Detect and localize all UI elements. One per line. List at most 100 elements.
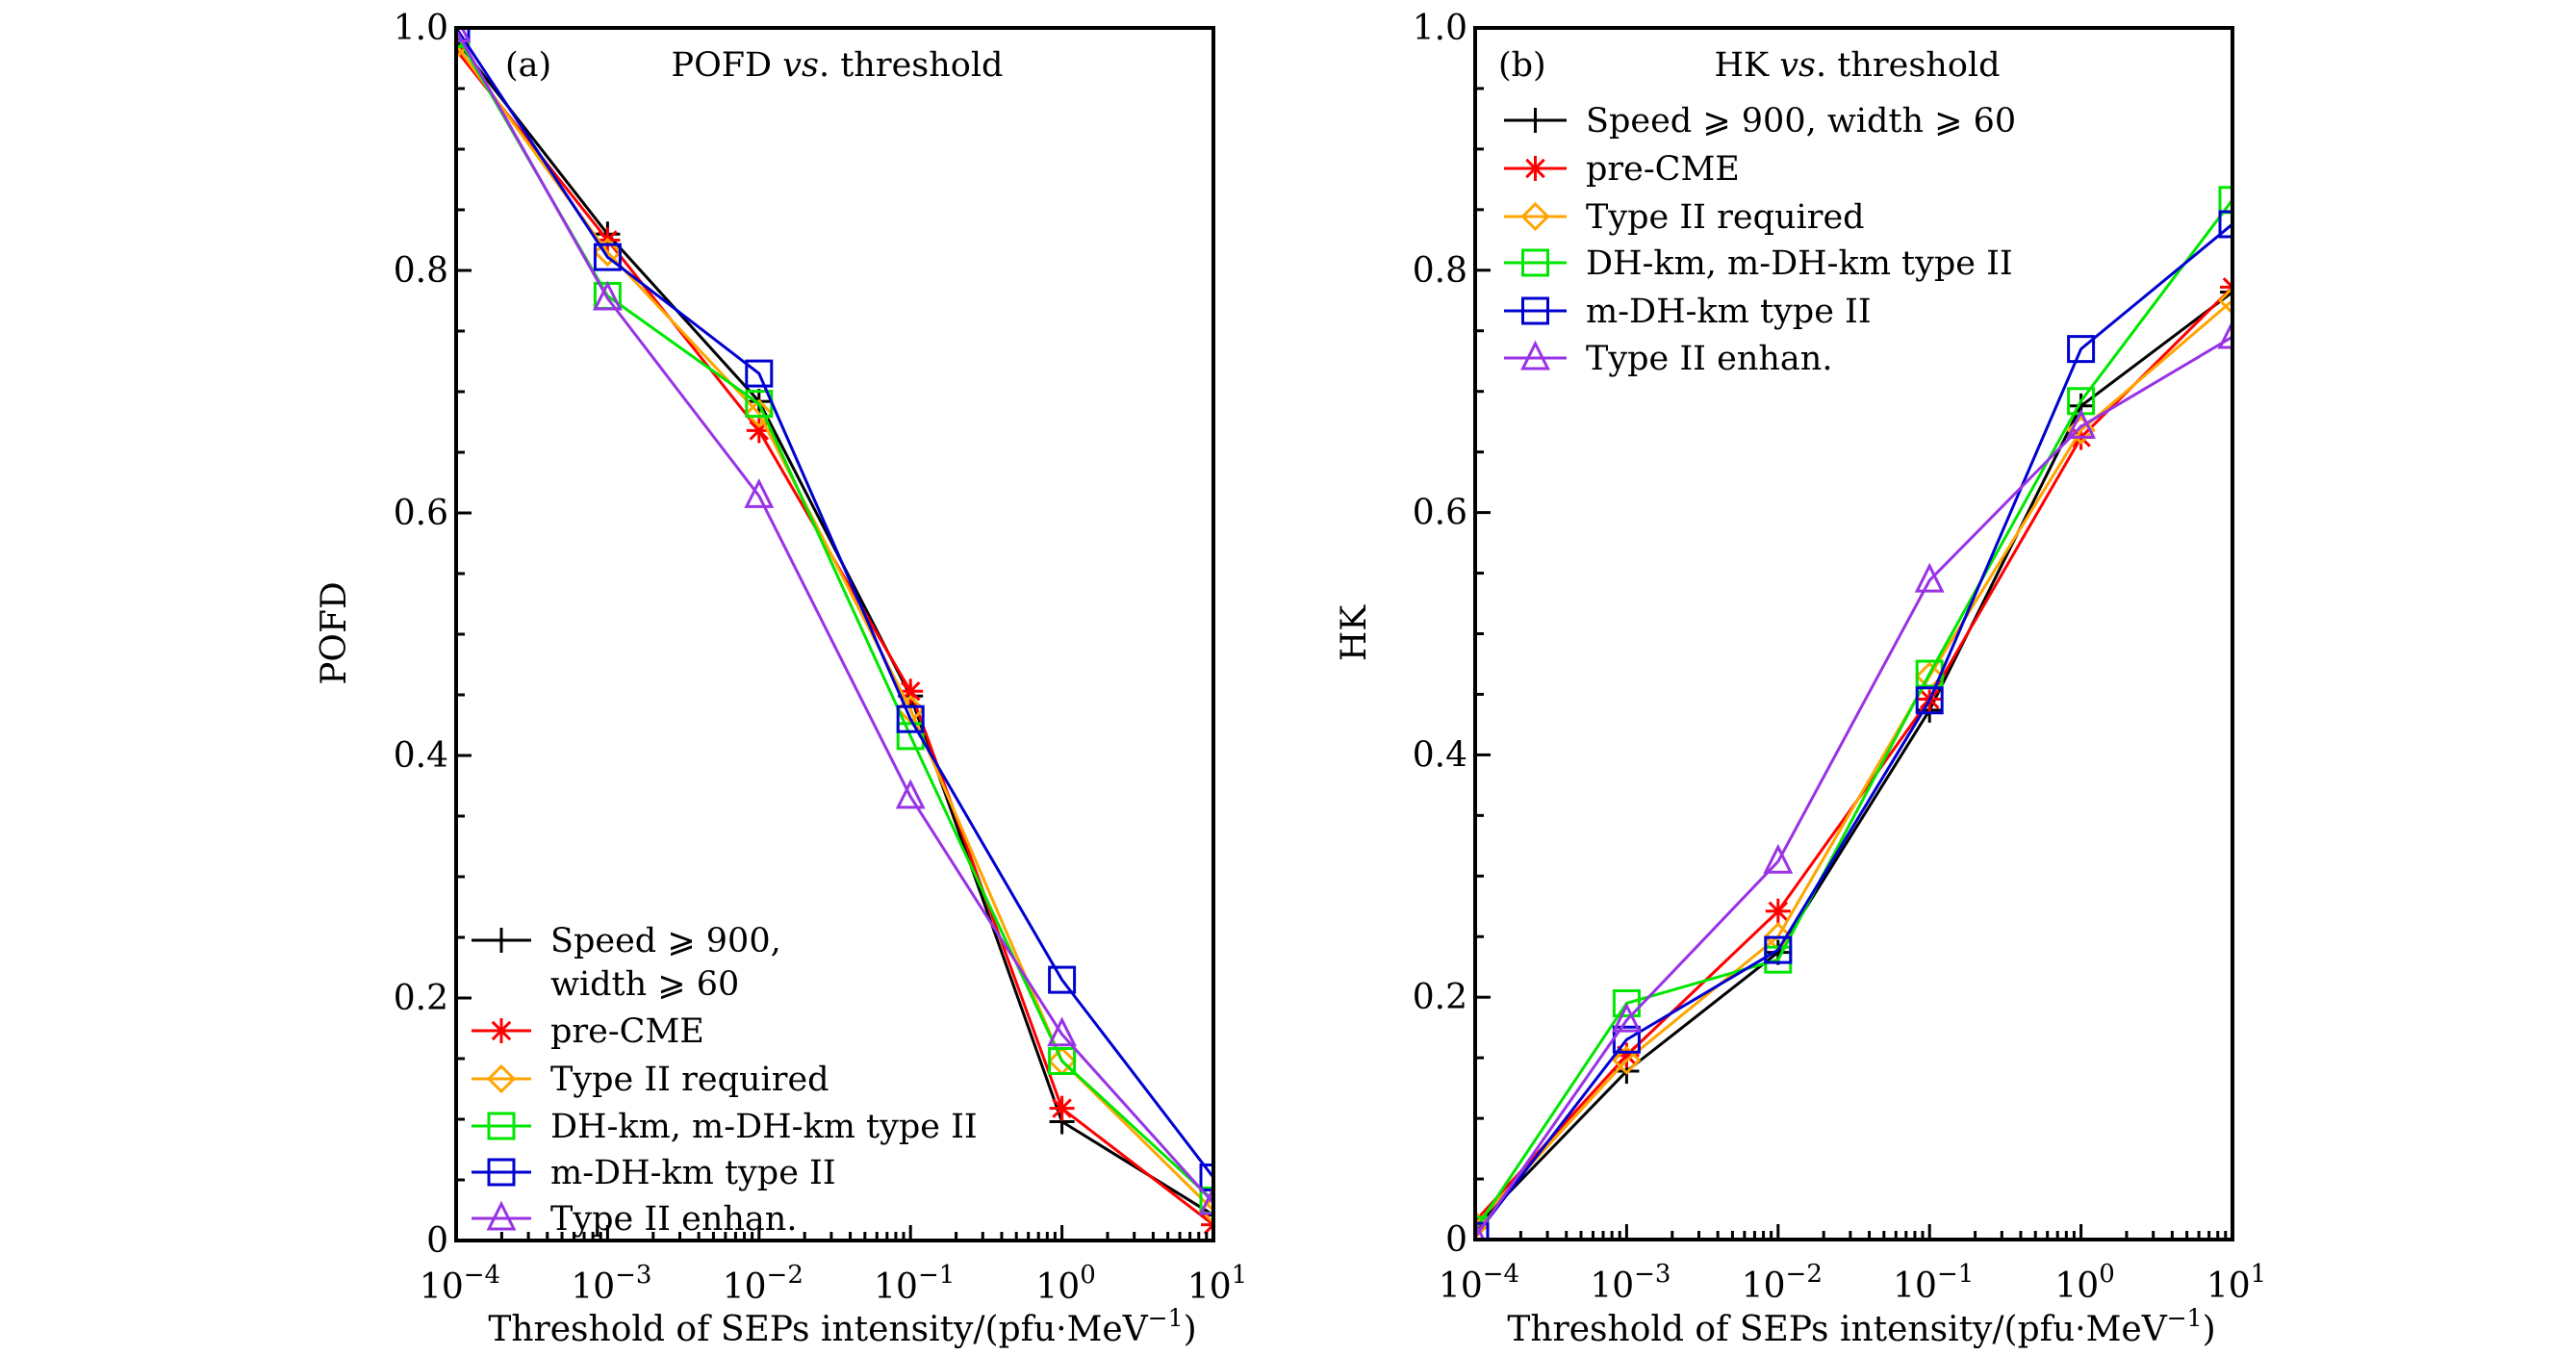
legend-label: pre-CME <box>550 1012 704 1051</box>
data-point-marker <box>1048 1047 1077 1076</box>
y-tick-label: 0.6 <box>1413 494 1467 533</box>
legend-entry: Type II required <box>472 1061 829 1099</box>
series-line <box>1475 286 2232 1223</box>
data-point-marker <box>1048 965 1077 994</box>
data-point-marker <box>1764 935 1793 964</box>
data-point-marker <box>1475 1219 1486 1240</box>
x-axis-label: Threshold of SEPs intensity/(pfu·MeV−1) <box>1507 1304 2215 1349</box>
panel-title: POFD vs. threshold <box>672 46 1004 85</box>
legend-marker <box>489 1018 514 1043</box>
data-point-marker <box>2066 408 2097 439</box>
legend-label: DH-km, m-DH-km type II <box>1586 244 2013 283</box>
series-m-dh-km-type-ii <box>1475 210 2232 1240</box>
legend-marker <box>486 1200 517 1231</box>
legend-entry: pre-CME <box>472 1012 704 1051</box>
data-point-marker <box>1198 1185 1213 1215</box>
y-tick-label: 1.0 <box>394 9 448 48</box>
y-tick-label: 0.8 <box>394 251 448 291</box>
panel-b: 10−4 10−3 10−2 10−1 100 101 0 0.2 0.4 0.6 0.8 1.0 Th… <box>1335 9 2266 1349</box>
data-point-marker <box>1611 1002 1642 1033</box>
legend-label: Speed ⩾ 900, <box>550 922 781 960</box>
x-tick-label: 100 <box>2054 1260 2114 1306</box>
data-point-marker <box>896 704 925 733</box>
panel-title: HK vs. threshold <box>1714 46 2000 85</box>
data-point-marker <box>745 359 774 388</box>
y-axis-label: POFD <box>315 581 354 685</box>
legend-entry: Type II enhan. <box>1504 340 1832 378</box>
data-point-marker <box>1047 1016 1078 1047</box>
y-ticks <box>1475 26 1491 1241</box>
data-point-marker <box>896 722 925 751</box>
y-tick-label: 0.4 <box>1413 735 1467 775</box>
y-tick-label: 0.2 <box>394 979 448 1018</box>
data-point-marker <box>1763 843 1794 874</box>
data-point-marker <box>746 418 772 444</box>
legend-marker <box>1521 296 1549 325</box>
legend-label-continued: width ⩾ 60 <box>550 965 739 1004</box>
series-line <box>456 28 1213 1179</box>
data-point-marker <box>895 779 926 809</box>
data-point-marker <box>1199 1186 1213 1215</box>
legend-entry: DH-km, m-DH-km type II <box>472 1108 978 1146</box>
x-tick-label: 10−1 <box>1893 1260 1974 1306</box>
data-point-marker <box>593 243 622 271</box>
data-point-marker <box>898 678 924 704</box>
x-ticks <box>454 1225 1215 1241</box>
series-line <box>1475 299 2232 1226</box>
legend-label: Type II required <box>550 1061 829 1099</box>
legend-label: DH-km, m-DH-km type II <box>550 1108 978 1146</box>
series-line <box>1475 291 2232 1229</box>
data-point-marker <box>2218 210 2232 239</box>
series-line <box>1475 198 2232 1231</box>
legend-entry: pre-CME <box>1504 150 1740 189</box>
series-type-ii-required <box>1475 286 2232 1240</box>
panel-tag: (b) <box>1498 46 1546 85</box>
data-point-marker <box>1612 1045 1642 1075</box>
legend-marker <box>487 1158 516 1187</box>
y-tick-label: 0.8 <box>1413 251 1467 291</box>
y-tick-label: 0 <box>1445 1220 1467 1260</box>
legend-entry: Type II enhan. <box>472 1200 797 1239</box>
y-tick-label: 0.4 <box>394 736 448 776</box>
legend: Speed ⩾ 900, width ⩾ 60 pre-CME Type II req… <box>472 922 978 1239</box>
legend-marker <box>1520 201 1550 232</box>
x-tick-label: 100 <box>1035 1261 1095 1307</box>
data-point-marker <box>744 478 775 508</box>
data-point-marker <box>1612 988 1641 1017</box>
series-type-ii-enhan <box>1475 319 2232 1240</box>
y-tick-label: 1.0 <box>1413 9 1467 48</box>
data-point-marker <box>1199 1163 1213 1191</box>
plot-area <box>456 28 1213 1238</box>
data-point-marker <box>593 237 623 268</box>
y-tick-label: 0 <box>426 1221 448 1261</box>
series-line <box>456 29 1213 1204</box>
x-tick-label: 10−4 <box>420 1261 500 1307</box>
legend-label: Speed ⩾ 900, width ⩾ 60 <box>1586 102 2016 141</box>
legend-marker <box>1521 248 1549 277</box>
legend-marker <box>487 1112 516 1140</box>
data-point-marker <box>2217 286 2232 316</box>
legend: Speed ⩾ 900, width ⩾ 60 pre-CME Type II re… <box>1504 102 2016 378</box>
y-tick-label: 0.6 <box>394 494 448 533</box>
data-point-marker <box>2067 335 2096 364</box>
legend-label: m-DH-km type II <box>1586 293 1872 331</box>
legend-marker <box>489 928 514 953</box>
data-point-marker <box>1914 562 1945 593</box>
x-tick-label: 10−3 <box>571 1261 651 1307</box>
y-ticks <box>456 26 472 1242</box>
series-line <box>1475 222 2232 1238</box>
series-dh-km-m-dh-km-type-ii <box>1475 186 2232 1240</box>
series-line <box>1475 335 2232 1239</box>
data-point-marker <box>1475 1210 1491 1240</box>
legend-label: Type II enhan. <box>1586 340 1832 378</box>
legend-entry: DH-km, m-DH-km type II <box>1504 244 2013 283</box>
panel-tag: (a) <box>505 46 551 85</box>
data-point-marker <box>1475 1221 1490 1240</box>
plot-area <box>1475 186 2232 1240</box>
data-point-marker <box>2217 319 2232 349</box>
x-axis-label: Threshold of SEPs intensity/(pfu·MeV−1) <box>488 1304 1196 1349</box>
data-point-marker <box>2218 186 2232 215</box>
x-tick-label: 101 <box>1187 1261 1247 1307</box>
y-axis-label: HK <box>1335 604 1374 661</box>
x-tick-label: 10−4 <box>1439 1260 1519 1306</box>
